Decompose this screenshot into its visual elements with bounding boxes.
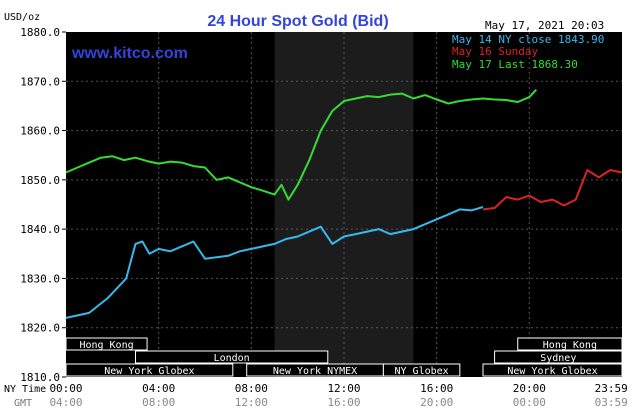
x-tick-labels: 00:0004:0004:0008:0008:0012:0012:0016:00… [49, 382, 627, 409]
y-tick-label: 1820.0 [20, 322, 60, 335]
session-label: Hong Kong [79, 340, 133, 351]
x-tick-label-gmt: 03:59 [595, 396, 628, 409]
x-tick-label-ny: 20:00 [513, 382, 546, 395]
session-bar [494, 350, 623, 364]
session-bar [65, 337, 148, 351]
session-label: New York Globex [104, 366, 194, 377]
x-tick-label-ny: 00:00 [49, 382, 82, 395]
x-tick-label-ny: 08:00 [235, 382, 268, 395]
session-label: London [214, 353, 250, 364]
x-tick-label-gmt: 12:00 [235, 396, 268, 409]
series-line-2 [65, 89, 538, 201]
x-tick-label-ny: 16:00 [420, 382, 453, 395]
watermark: www.kitco.com [71, 45, 188, 62]
timestamp: May 17, 2021 20:03 [485, 19, 604, 32]
session-bars: Hong Kong London New York Globex New York N… [65, 337, 623, 377]
session-bar [382, 363, 461, 377]
series-line-1 [482, 169, 623, 211]
x-tick-label-ny: 12:00 [327, 382, 360, 395]
x-tick-label-gmt: 04:00 [49, 396, 82, 409]
session-bar [482, 363, 623, 377]
y-tick-label: 1830.0 [20, 272, 60, 285]
x-tick-label-gmt: 08:00 [142, 396, 175, 409]
session-bar [517, 337, 623, 351]
legend: May 14 NY close 1843.90 May 16 Sunday Ma… [452, 33, 604, 71]
shaded-session-region [274, 32, 414, 377]
y-tick-label: 1840.0 [20, 223, 60, 236]
y-tick-label: 1880.0 [20, 26, 60, 39]
y-tick-labels: 1810.0 1820.0 1830.0 1840.0 1850.0 1860.0 1870… [20, 26, 66, 384]
chart-title: 24 Hour Spot Gold (Bid) [207, 13, 388, 30]
session-label: Sydney [540, 353, 576, 364]
session-bar [135, 350, 329, 364]
x-tick-label-ny: 04:00 [142, 382, 175, 395]
ny-time-label: NY Time [4, 384, 46, 395]
legend-entry-may14: May 14 NY close 1843.90 [452, 33, 604, 46]
x-tick-label-gmt: 00:00 [513, 396, 546, 409]
session-label: New York Globex [507, 366, 597, 377]
x-tick-label-gmt: 20:00 [420, 396, 453, 409]
y-tick-label: 1850.0 [20, 174, 60, 187]
y-axis-label: USD/oz [4, 12, 40, 23]
x-tick-label-gmt: 16:00 [327, 396, 360, 409]
y-tick-label: 1870.0 [20, 75, 60, 88]
session-label: Hong Kong [543, 340, 597, 351]
legend-entry-may17: May 17 Last 1868.30 [452, 58, 578, 71]
session-label: New York NYMEX [273, 366, 357, 377]
session-bar [65, 363, 234, 377]
series-line-0 [65, 206, 484, 319]
session-label: NY Globex [395, 366, 449, 377]
y-tick-label: 1810.0 [20, 371, 60, 384]
y-tick-label: 1860.0 [20, 125, 60, 138]
x-tick-label-ny: 23:59 [595, 382, 628, 395]
series-lines [65, 89, 623, 319]
legend-entry-may16: May 16 Sunday [452, 45, 538, 58]
gmt-label: GMT [14, 398, 32, 409]
